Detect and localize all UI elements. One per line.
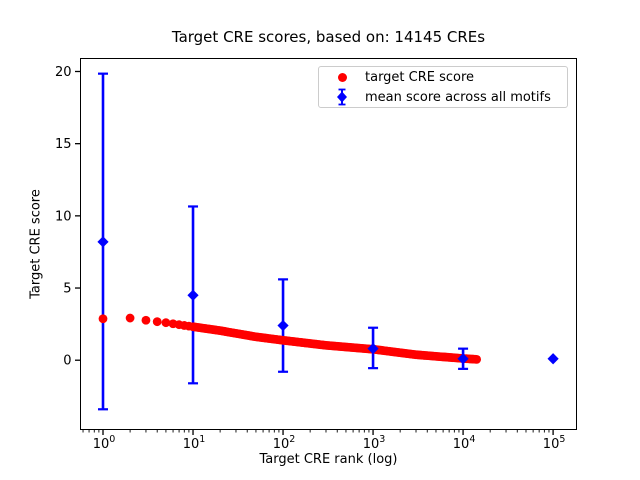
- blue-error-bars: [98, 72, 469, 411]
- x-tick-labels: 100 101 102 103 104 105: [93, 434, 566, 452]
- legend-item-target-cre-score: target CRE score: [319, 67, 567, 87]
- svg-text:102: 102: [273, 434, 296, 452]
- legend: target CRE score mean score across all m…: [318, 66, 568, 108]
- blue-diamond-errorbar-marker-icon: [337, 88, 347, 106]
- axes-spines: [80, 58, 577, 430]
- x-axis-label: Target CRE rank (log): [259, 452, 398, 467]
- legend-marker-cell: [319, 87, 365, 107]
- blue-diamond-markers: [97, 236, 559, 365]
- red-series-dots: [98, 313, 482, 364]
- svg-text:10: 10: [55, 209, 72, 224]
- legend-label: mean score across all motifs: [365, 89, 551, 105]
- svg-text:104: 104: [453, 434, 476, 452]
- y-axis-ticks: [75, 70, 81, 361]
- legend-marker-cell: [319, 72, 365, 82]
- y-tick-labels: 0 5 10 15 20: [55, 65, 72, 369]
- chart-title: Target CRE scores, based on: 14145 CREs: [171, 28, 486, 46]
- y-axis-label: Target CRE score: [28, 189, 44, 299]
- legend-label: target CRE score: [365, 69, 475, 85]
- svg-text:105: 105: [543, 434, 566, 452]
- x-axis-ticks: [82, 429, 554, 435]
- svg-text:20: 20: [55, 65, 72, 80]
- svg-text:5: 5: [63, 282, 71, 297]
- legend-item-mean-score: mean score across all motifs: [319, 87, 567, 107]
- red-circle-marker-icon: [337, 72, 347, 82]
- svg-text:101: 101: [183, 434, 206, 452]
- svg-text:15: 15: [55, 137, 72, 152]
- svg-text:0: 0: [63, 354, 71, 369]
- svg-text:100: 100: [93, 434, 116, 452]
- svg-text:103: 103: [363, 434, 386, 452]
